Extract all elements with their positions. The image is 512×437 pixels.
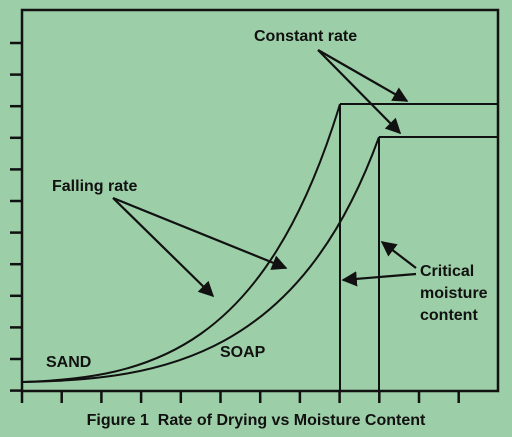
sand-falling-rate-curve	[21, 103, 341, 383]
critical-label-line1: Critical	[420, 263, 474, 280]
falling-rate-arrow-1	[112, 197, 215, 298]
y-ticks	[10, 41, 22, 392]
critical-label-line2: moisture	[420, 285, 488, 302]
soap-falling-rate-curve	[21, 136, 380, 383]
plot-frame	[20, 8, 500, 393]
constant-rate-arrow-2	[317, 49, 402, 135]
sand-label: SAND	[46, 354, 91, 371]
critical-arrow-2	[380, 241, 417, 269]
falling-rate-label: Falling rate	[52, 178, 137, 195]
constant-rate-arrow-1	[317, 49, 409, 102]
x-ticks	[20, 391, 460, 403]
constant-rate-label: Constant rate	[254, 28, 357, 45]
figure-caption: Figure 1 Rate of Drying vs Moisture Cont…	[87, 412, 426, 429]
falling-rate-arrow-2	[112, 196, 288, 270]
critical-arrow-1	[341, 271, 417, 287]
soap-label: SOAP	[220, 344, 266, 361]
critical-label-line3: content	[420, 307, 478, 324]
